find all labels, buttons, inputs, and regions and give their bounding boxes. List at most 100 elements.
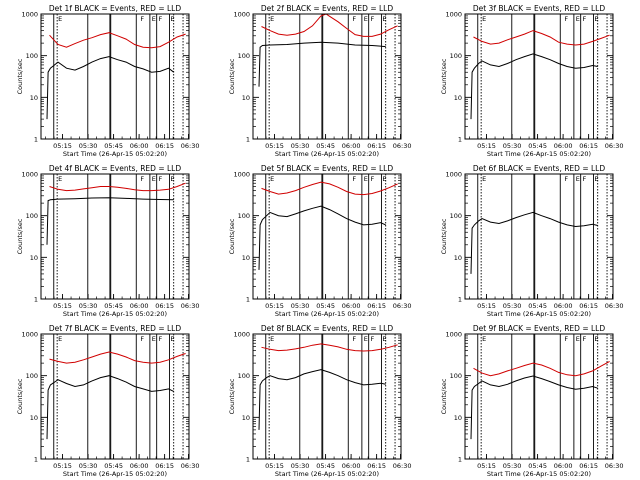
marker-letter: F [352, 15, 356, 23]
x-tick-label: 05:15 [53, 302, 72, 310]
x-tick-label: 05:45 [104, 142, 123, 150]
y-tick-label: 1 [34, 456, 38, 464]
y-tick-label: 1000 [233, 331, 250, 339]
events-series-line [470, 211, 598, 274]
plot-frame [252, 333, 402, 460]
x-tick-label: 05:45 [528, 462, 547, 470]
x-tick-label: 06:15 [367, 302, 386, 310]
x-axis-label: Start Time (26-Apr-15 05:02:20) [275, 310, 379, 318]
marker-letter: E [270, 15, 274, 23]
x-tick-label: 06:15 [579, 302, 598, 310]
marker-letter: F [371, 335, 375, 343]
x-tick-label: 06:00 [554, 462, 573, 470]
plot-frame [252, 173, 402, 300]
marker-letter: E [58, 15, 62, 23]
events-series-line [470, 53, 598, 120]
x-tick-label: 06:15 [367, 142, 386, 150]
marker-letter: E [576, 15, 580, 23]
y-axis-label: Counts/sec [228, 218, 236, 254]
panel-title: Det 1f BLACK = Events, RED = LLD [49, 4, 182, 13]
x-tick-label: 05:15 [265, 462, 284, 470]
x-tick-label: 05:15 [265, 302, 284, 310]
marker-letter: E [364, 175, 368, 183]
events-series-line [258, 369, 386, 430]
x-axis-label: Start Time (26-Apr-15 05:02:20) [275, 470, 379, 478]
lld-series-line [261, 13, 398, 37]
plot-frame [40, 333, 190, 460]
y-tick-label: 100 [26, 52, 38, 60]
x-tick-label: 06:00 [554, 142, 573, 150]
plot-frame [464, 173, 614, 300]
x-tick-label: 06:00 [130, 302, 149, 310]
y-tick-label: 10 [454, 94, 462, 102]
y-tick-label: 100 [450, 212, 462, 220]
y-tick-label: 1 [458, 296, 462, 304]
marker-letter: F [564, 175, 568, 183]
events-series-line [46, 375, 174, 440]
y-axis-label: Counts/sec [16, 58, 24, 94]
marker-letter: E [270, 335, 274, 343]
x-tick-label: 05:30 [79, 142, 98, 150]
x-tick-label: 05:45 [316, 142, 335, 150]
x-tick-label: 06:30 [605, 462, 624, 470]
x-tick-label: 06:30 [605, 302, 624, 310]
x-tick-label: 05:30 [291, 462, 310, 470]
marker-letter: E [382, 335, 386, 343]
x-axis-label: Start Time (26-Apr-15 05:02:20) [487, 470, 591, 478]
y-axis-label: Counts/sec [440, 218, 448, 254]
events-series-line [258, 41, 386, 87]
y-tick-label: 100 [26, 212, 38, 220]
x-tick-label: 06:15 [155, 142, 174, 150]
y-tick-label: 1000 [233, 171, 250, 179]
marker-letter: E [482, 15, 486, 23]
x-axis-label: Start Time (26-Apr-15 05:02:20) [275, 150, 379, 158]
x-tick-label: 05:45 [104, 302, 123, 310]
y-tick-label: 10 [30, 94, 38, 102]
y-axis-label: Counts/sec [16, 218, 24, 254]
y-tick-label: 1000 [21, 11, 38, 19]
x-tick-label: 05:30 [503, 462, 522, 470]
x-tick-label: 05:15 [477, 462, 496, 470]
marker-letter: E [152, 335, 156, 343]
marker-letter: F [352, 175, 356, 183]
panel-title: Det 6f BLACK = Events, RED = LLD [473, 164, 606, 173]
y-tick-label: 1000 [21, 331, 38, 339]
x-tick-label: 05:45 [316, 462, 335, 470]
y-tick-label: 1 [246, 136, 250, 144]
plot-frame [252, 13, 402, 140]
marker-letter: E [364, 15, 368, 23]
y-tick-label: 100 [238, 212, 250, 220]
y-tick-label: 10 [242, 414, 250, 422]
x-axis-label: Start Time (26-Apr-15 05:02:20) [63, 310, 167, 318]
marker-letter: F [564, 335, 568, 343]
x-tick-label: 06:15 [367, 462, 386, 470]
y-tick-label: 100 [26, 372, 38, 380]
x-tick-label: 06:15 [155, 302, 174, 310]
x-tick-label: 06:30 [393, 462, 412, 470]
x-tick-label: 05:45 [528, 302, 547, 310]
y-tick-label: 10 [242, 254, 250, 262]
lld-series-line [473, 360, 610, 377]
marker-letter: E [594, 15, 598, 23]
x-tick-label: 06:15 [155, 462, 174, 470]
x-tick-label: 05:30 [503, 302, 522, 310]
marker-letter: E [594, 335, 598, 343]
plot-frame [464, 333, 614, 460]
marker-letter: E [170, 15, 174, 23]
marker-letter: E [170, 175, 174, 183]
plot-frame [40, 173, 190, 300]
y-tick-label: 100 [238, 372, 250, 380]
x-tick-label: 05:30 [503, 142, 522, 150]
panel-title: Det 2f BLACK = Events, RED = LLD [261, 4, 394, 13]
y-tick-label: 100 [238, 52, 250, 60]
x-axis-label: Start Time (26-Apr-15 05:02:20) [63, 150, 167, 158]
marker-letter: F [159, 15, 163, 23]
x-tick-label: 05:15 [53, 462, 72, 470]
x-tick-label: 05:30 [291, 302, 310, 310]
x-tick-label: 06:30 [181, 462, 200, 470]
y-tick-label: 10 [454, 254, 462, 262]
